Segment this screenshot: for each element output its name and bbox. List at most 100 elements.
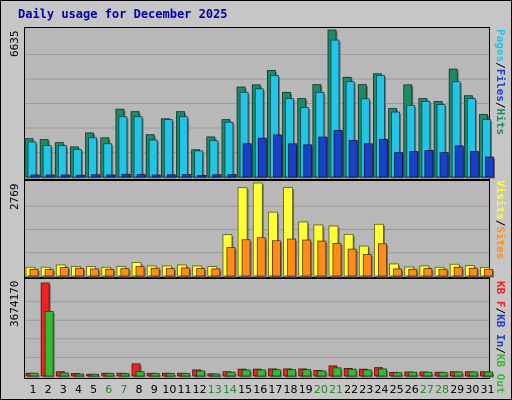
pages-bar-day-18: [288, 143, 297, 178]
pages-bar-day-28: [439, 152, 449, 178]
sites-bar-day-29: [453, 266, 463, 277]
sites-bar-day-24: [378, 243, 387, 277]
kbout-bar-day-17: [271, 369, 281, 377]
kbout-bar-day-5: [90, 373, 99, 377]
sites-bar-day-21: [332, 243, 342, 277]
files-bar-day-12: [194, 150, 204, 178]
x-tick-label-day-16: 16: [253, 383, 267, 396]
x-tick-label-day-4: 4: [75, 383, 82, 396]
x-tick-label-day-18: 18: [284, 383, 298, 396]
files-bar-day-14: [224, 121, 234, 178]
kbout-bar-day-26: [408, 371, 418, 377]
kbout-bar-day-15: [241, 369, 251, 377]
pages-bar-day-11: [182, 174, 191, 178]
x-tick-label-day-26: 26: [405, 383, 419, 396]
x-tick-label-day-19: 19: [299, 383, 313, 396]
sites-bar-day-20: [317, 240, 327, 277]
x-tick-label-day-5: 5: [90, 383, 97, 396]
files-bar-day-2: [42, 145, 52, 178]
pages-bar-day-10: [166, 174, 176, 178]
sites-bar-day-13: [211, 268, 221, 277]
files-bar-day-9: [148, 139, 158, 178]
x-tick-label-day-10: 10: [162, 383, 176, 396]
pages-bar-day-22: [348, 140, 358, 178]
x-tick-label-day-15: 15: [238, 383, 252, 396]
files-bar-day-4: [73, 149, 82, 178]
pages-bar-day-31: [485, 156, 494, 178]
pages-bar-day-1: [30, 174, 40, 178]
x-tick-label-day-23: 23: [359, 383, 373, 396]
x-tick-label-day-24: 24: [374, 383, 388, 396]
pages-bar-day-8: [136, 174, 146, 178]
kbout-bar-day-20: [317, 370, 327, 377]
kbout-bar-day-8: [135, 371, 145, 377]
pages-bar-day-9: [151, 174, 161, 178]
pages-bar-day-21: [333, 130, 343, 178]
sites-bar-day-9: [150, 267, 160, 277]
sites-bar-day-8: [135, 266, 145, 277]
pages-bar-day-14: [227, 174, 237, 178]
sites-bar-day-11: [181, 267, 190, 277]
kbout-bar-day-22: [347, 368, 357, 377]
pages-bar-day-3-shadow: [62, 176, 71, 179]
pages-bar-day-9-shadow: [153, 176, 162, 179]
kbout-bar-day-12: [196, 370, 206, 377]
x-tick-label-day-28: 28: [435, 383, 449, 396]
kbout-bar-day-10: [165, 373, 175, 377]
kbout-bar-day-7: [120, 373, 130, 377]
kbout-bar-day-28: [438, 372, 448, 377]
sites-bar-day-22: [347, 248, 357, 277]
pages-bar-day-1-shadow: [32, 176, 41, 179]
kbout-bar-day-21: [332, 367, 342, 377]
kbout-bar-day-13: [211, 373, 221, 377]
sites-bar-day-7: [120, 268, 130, 277]
sites-bar-day-16: [256, 237, 266, 277]
kbout-bar-day-24: [378, 368, 387, 377]
x-tick-label-day-31: 31: [481, 383, 495, 396]
kbout-bar-day-1: [29, 372, 39, 377]
pages-bar-day-3: [60, 174, 70, 178]
pages-bar-day-4: [76, 174, 85, 178]
x-tick-label-day-11: 11: [178, 383, 192, 396]
kbout-bar-day-11: [181, 373, 190, 377]
kbout-bar-day-9: [150, 373, 160, 377]
sites-bar-day-4: [75, 267, 84, 277]
x-tick-label-day-21: 21: [329, 383, 343, 396]
x-tick-label-day-22: 22: [344, 383, 358, 396]
kbout-bar-day-16: [256, 369, 266, 377]
pages-bar-day-4-shadow: [77, 176, 86, 179]
kbout-bar-day-13-shadow: [213, 375, 222, 378]
x-tick-label-day-7: 7: [120, 383, 127, 396]
panel-kb: [24, 278, 490, 379]
sites-bar-day-17: [271, 240, 281, 277]
sites-bar-day-25: [393, 268, 403, 277]
pages-bar-day-7: [121, 173, 131, 178]
x-tick-label-day-14: 14: [223, 383, 237, 396]
kbout-bar-day-14: [226, 371, 236, 377]
pages-bar-day-2: [45, 174, 55, 178]
sites-bar-day-10: [165, 268, 175, 277]
sites-bar-day-1: [29, 268, 39, 277]
files-bar-day-13: [209, 140, 219, 178]
kbout-bar-day-5-shadow: [92, 375, 101, 378]
pages-bar-day-6: [106, 174, 116, 178]
pages-bar-day-2-shadow: [47, 176, 56, 179]
sites-bar-day-30: [468, 267, 478, 277]
kbout-bar-day-30: [468, 371, 478, 377]
x-tick-label-day-29: 29: [450, 383, 464, 396]
sites-bar-day-6: [105, 268, 115, 277]
pages-bar-day-27: [424, 150, 434, 178]
files-bar-day-1: [27, 141, 37, 178]
files-bar-day-7: [118, 116, 128, 178]
sites-bar-day-14: [226, 247, 236, 277]
files-bar-day-8: [133, 116, 143, 178]
kbout-bar-day-6: [105, 373, 115, 377]
files-bar-day-10: [163, 119, 173, 178]
x-tick-label-day-3: 3: [60, 383, 67, 396]
pages-bar-day-17: [272, 134, 282, 178]
sites-bar-day-23: [362, 254, 372, 277]
sites-bar-day-12: [196, 268, 206, 277]
files-bar-day-11: [179, 116, 188, 178]
sites-bar-day-28: [438, 268, 448, 277]
sites-bar-day-15: [241, 239, 251, 277]
